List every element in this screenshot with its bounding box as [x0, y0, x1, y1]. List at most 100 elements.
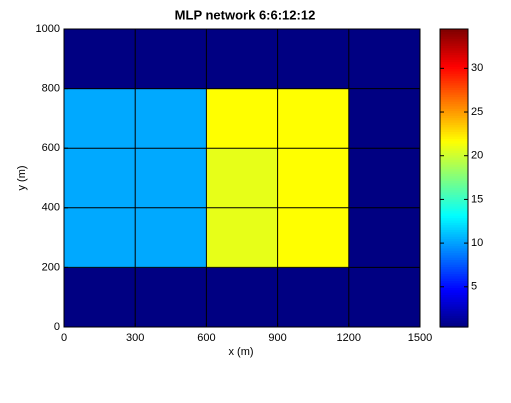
colorbar-tick-label: 5 — [471, 281, 477, 293]
heatmap-cell — [348, 29, 421, 90]
colorbar-segment — [440, 129, 468, 133]
heatmap-cell — [277, 207, 350, 268]
colorbar-segment — [440, 98, 468, 102]
colorbar-segment — [440, 317, 468, 321]
x-tick-label: 900 — [268, 332, 286, 344]
heatmap-cell — [348, 88, 421, 149]
colorbar-segment — [440, 271, 468, 275]
colorbar-segment — [440, 47, 468, 51]
colorbar-segment — [440, 138, 468, 142]
colorbar-segment — [440, 68, 468, 72]
colorbar-segment — [440, 231, 468, 235]
colorbar-segment — [440, 201, 468, 205]
colorbar-segment — [440, 280, 468, 284]
colorbar-segment — [440, 187, 468, 191]
heatmap-cell — [135, 29, 207, 90]
x-tick-label: 0 — [61, 332, 67, 344]
heatmap-cell — [135, 88, 207, 149]
heatmap-cell — [64, 88, 136, 149]
colorbar-segment — [440, 140, 468, 144]
colorbar-segment — [440, 171, 468, 174]
colorbar-segment — [440, 184, 468, 188]
colorbar-segment — [440, 54, 468, 58]
heatmap-cell — [348, 148, 421, 209]
colorbar-segment — [440, 52, 468, 56]
colorbar-segment — [440, 266, 468, 270]
colorbar-segment — [440, 205, 468, 209]
y-tick-label: 800 — [42, 83, 60, 95]
colorbar-segment — [440, 91, 468, 95]
colorbar-segment — [440, 222, 468, 226]
heatmap-cell — [206, 267, 279, 328]
colorbar-segment — [440, 143, 468, 147]
colorbar-segment — [440, 154, 468, 158]
colorbar-segment — [440, 226, 468, 230]
colorbar-segment — [440, 203, 468, 207]
colorbar-segment — [440, 254, 468, 258]
heatmap-cell — [277, 267, 350, 328]
colorbar-segment — [440, 38, 468, 42]
heatmap-cell — [206, 207, 279, 268]
colorbar-tick-label: 30 — [471, 62, 483, 74]
colorbar-segment — [440, 35, 468, 39]
colorbar-segment — [440, 124, 468, 128]
heatmap-cell — [277, 148, 350, 209]
heatmap-cell — [206, 148, 279, 209]
colorbar-segment — [440, 303, 468, 307]
colorbar-segment — [440, 196, 468, 200]
y-axis-label: y (m) — [16, 165, 28, 190]
colorbar-segment — [440, 296, 468, 300]
colorbar-segment — [440, 77, 468, 81]
colorbar-segment — [440, 164, 468, 167]
colorbar-segment — [440, 70, 468, 74]
colorbar-segment — [440, 166, 468, 170]
colorbar-segment — [440, 175, 468, 179]
colorbar-segment — [440, 173, 468, 177]
heatmap-cell — [206, 29, 279, 90]
plot-frame — [63, 28, 421, 328]
colorbar-segment — [440, 84, 468, 88]
colorbar-segment — [440, 157, 468, 160]
chart-title: MLP network 6:6:12:12 — [175, 7, 316, 22]
colorbar-segment — [440, 105, 468, 109]
colorbar-segment — [440, 257, 468, 261]
colorbar-segment — [440, 126, 468, 130]
colorbar-segment — [440, 56, 468, 60]
colorbar-segment — [440, 229, 468, 233]
colorbar-segment — [440, 89, 468, 93]
colorbar-segment — [440, 301, 468, 305]
colorbar-segment — [440, 294, 468, 298]
colorbar-segment — [440, 306, 468, 309]
colorbar-segment — [440, 275, 468, 279]
colorbar-segment — [440, 315, 468, 319]
colorbar-segment — [440, 264, 468, 268]
colorbar-segment — [440, 194, 468, 198]
colorbar-segment — [440, 75, 468, 79]
colorbar-segment — [440, 168, 468, 172]
colorbar-segment — [440, 150, 468, 153]
y-tick-label: 200 — [42, 261, 60, 273]
colorbar-segment — [440, 289, 468, 293]
y-tick-label: 0 — [54, 321, 60, 333]
colorbar-tick-label: 25 — [471, 106, 483, 118]
heatmap-cell — [348, 207, 421, 268]
colorbar-segment — [440, 119, 468, 123]
heatmap-cell — [348, 267, 421, 328]
colorbar-segment — [440, 136, 468, 140]
colorbar-segment — [440, 292, 468, 296]
colorbar-segment — [440, 250, 468, 254]
colorbar-segment — [440, 191, 468, 195]
colorbar-segment — [440, 63, 468, 67]
colorbar-segment — [440, 103, 468, 107]
colorbar-segment — [440, 66, 468, 70]
colorbar-segment — [440, 159, 468, 163]
colorbar-frame — [439, 28, 469, 328]
colorbar-segment — [440, 208, 468, 212]
colorbar-segment — [440, 108, 468, 112]
colorbar-segment — [440, 40, 468, 44]
heatmap-cell — [135, 267, 207, 328]
colorbar-tick-label: 10 — [471, 237, 483, 249]
x-tick-label: 1200 — [337, 332, 361, 344]
colorbar-segment — [440, 233, 468, 237]
